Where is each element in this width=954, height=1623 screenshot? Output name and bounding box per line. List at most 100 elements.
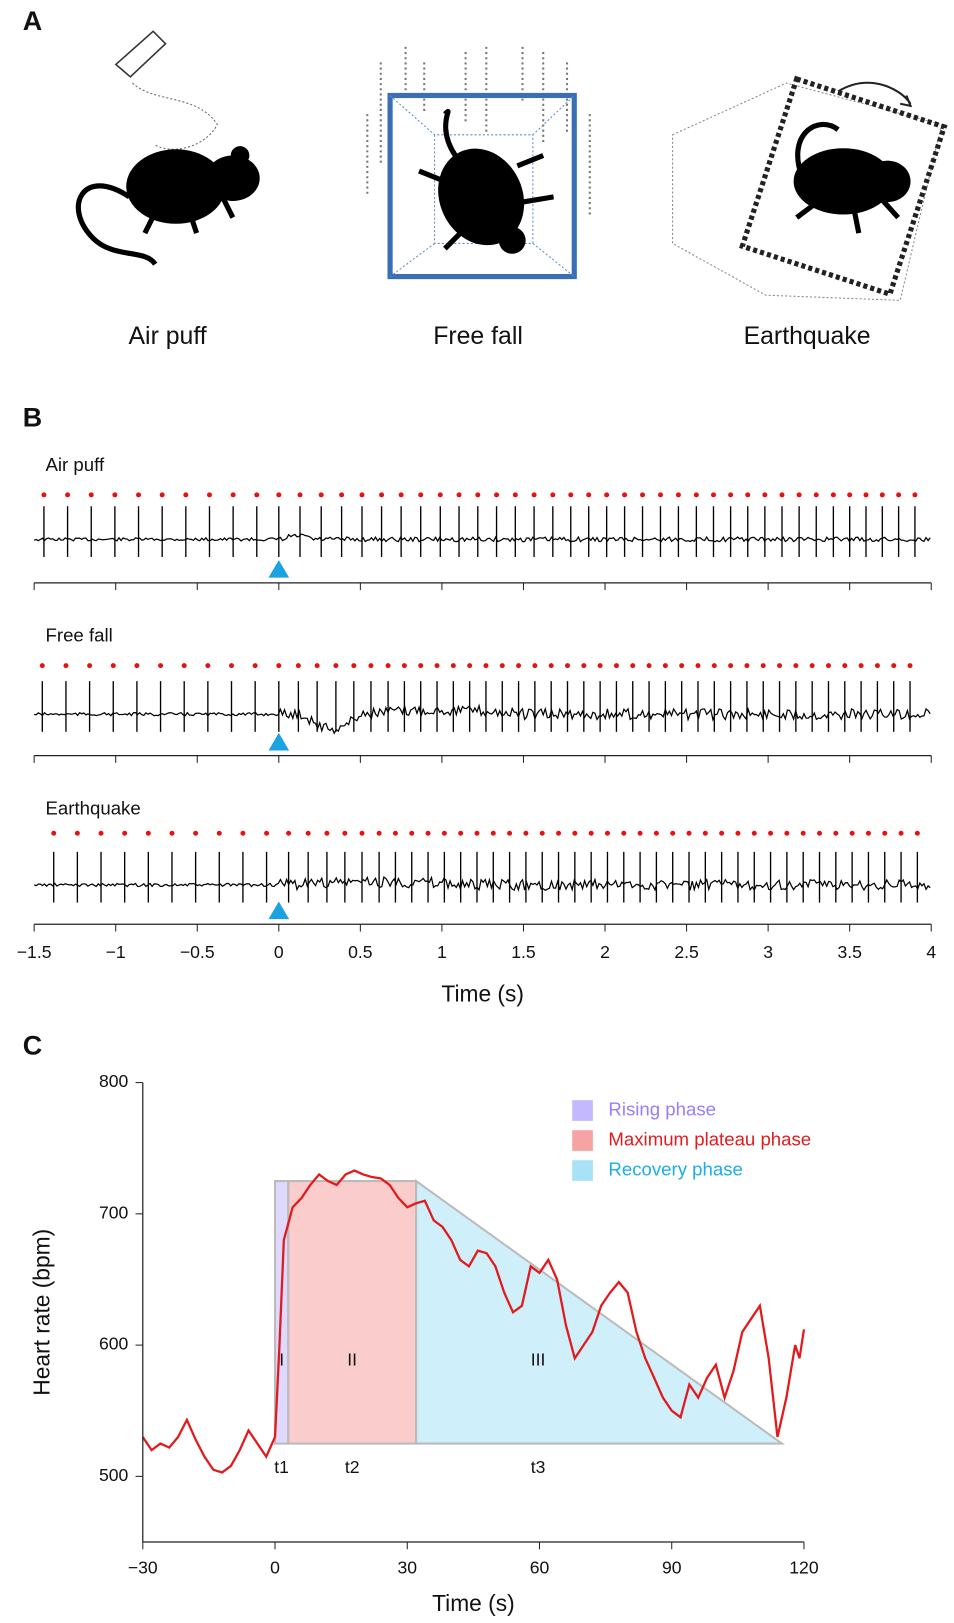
beat-dot bbox=[548, 663, 554, 669]
beat-dot bbox=[368, 663, 374, 669]
beat-dot bbox=[499, 663, 505, 669]
phase-label: I bbox=[279, 1349, 284, 1369]
illustration-label: Air puff bbox=[129, 323, 207, 350]
x-tick-label: 3.5 bbox=[837, 942, 862, 962]
beat-dot bbox=[830, 492, 836, 498]
beat-dot bbox=[907, 663, 913, 669]
y-axis-title: Heart rate (bpm) bbox=[28, 1229, 54, 1396]
beat-dot bbox=[825, 663, 831, 669]
beat-dot bbox=[409, 830, 415, 836]
x-tick-label: 4 bbox=[926, 942, 936, 962]
beat-dot bbox=[565, 663, 570, 669]
legend-label: Maximum plateau phase bbox=[608, 1128, 811, 1149]
y-tick-label: 800 bbox=[99, 1071, 129, 1091]
beat-dot bbox=[735, 830, 741, 836]
beat-dot bbox=[657, 492, 663, 498]
x-tick-label: −30 bbox=[128, 1558, 158, 1578]
beat-dot bbox=[640, 492, 646, 498]
beat-dot bbox=[205, 663, 211, 669]
legend-label: Rising phase bbox=[608, 1098, 716, 1119]
ecg-baseline bbox=[34, 703, 931, 735]
beat-dot bbox=[450, 663, 456, 669]
beat-dot bbox=[324, 830, 330, 836]
y-tick-label: 700 bbox=[99, 1202, 129, 1222]
trace-label: Free fall bbox=[46, 625, 113, 646]
x-tick-label: 1 bbox=[437, 942, 447, 962]
beat-dot bbox=[216, 830, 222, 836]
beat-dot bbox=[98, 830, 104, 836]
beat-dot bbox=[418, 492, 424, 498]
x-tick-label: 0.5 bbox=[348, 942, 373, 962]
phase-label: II bbox=[347, 1349, 357, 1369]
beat-dot bbox=[849, 830, 855, 836]
ecg-baseline bbox=[33, 533, 931, 543]
illustration-label: Earthquake bbox=[744, 323, 871, 350]
beat-dot bbox=[434, 663, 440, 669]
beat-dot bbox=[768, 830, 774, 836]
legend-swatch bbox=[572, 1160, 593, 1181]
beat-dot bbox=[297, 492, 303, 498]
beat-dot bbox=[456, 492, 462, 498]
x-tick-label: 3 bbox=[763, 942, 773, 962]
beat-dot bbox=[254, 492, 260, 498]
beat-dot bbox=[169, 830, 175, 836]
beat-dot bbox=[483, 663, 489, 669]
beat-dot bbox=[779, 492, 785, 498]
x-tick-label: −1.5 bbox=[17, 942, 52, 962]
beat-dot bbox=[523, 830, 529, 836]
beat-dot bbox=[588, 830, 594, 836]
x-tick-label: 0 bbox=[270, 1558, 280, 1578]
beat-dot bbox=[183, 492, 189, 498]
beat-dot bbox=[112, 492, 118, 498]
beat-dot bbox=[230, 492, 236, 498]
beat-dot bbox=[833, 830, 839, 836]
stimulus-marker bbox=[268, 560, 290, 578]
beat-dot bbox=[318, 492, 324, 498]
beat-dot bbox=[586, 492, 592, 498]
beat-dot bbox=[333, 663, 339, 669]
beat-dot bbox=[896, 492, 902, 498]
beat-dot bbox=[550, 492, 556, 498]
beat-dot bbox=[891, 663, 897, 669]
beat-dot bbox=[581, 663, 587, 669]
beat-dot bbox=[630, 663, 636, 669]
beat-dot bbox=[622, 492, 628, 498]
beat-dot bbox=[898, 830, 904, 836]
x-tick-label: 2.5 bbox=[674, 942, 699, 962]
trace-label: Earthquake bbox=[46, 797, 141, 818]
y-tick-label: 500 bbox=[99, 1465, 129, 1485]
stimulus-marker bbox=[268, 732, 290, 751]
x-tick-label: 1.5 bbox=[511, 942, 536, 962]
illustration-label: Free fall bbox=[433, 323, 523, 350]
beat-dot bbox=[401, 663, 407, 669]
beat-dot bbox=[41, 492, 47, 498]
beat-dot bbox=[314, 663, 320, 669]
beat-dot bbox=[122, 830, 128, 836]
beat-dot bbox=[376, 830, 382, 836]
phase-time-label: t2 bbox=[345, 1457, 360, 1477]
beat-dot bbox=[817, 830, 822, 836]
beat-dot bbox=[784, 830, 790, 836]
beat-dot bbox=[686, 830, 692, 836]
beat-dot bbox=[65, 492, 71, 498]
beat-dot bbox=[264, 830, 270, 836]
beat-dot bbox=[874, 663, 880, 669]
beat-dot bbox=[744, 663, 750, 669]
beat-dot bbox=[556, 830, 562, 836]
beat-dot bbox=[728, 492, 734, 498]
beat-dot bbox=[305, 830, 311, 836]
beat-dot bbox=[809, 663, 815, 669]
beat-dot bbox=[662, 663, 668, 669]
beat-dot bbox=[207, 492, 212, 498]
x-tick-label: 0 bbox=[274, 942, 284, 962]
beat-dot bbox=[914, 830, 920, 836]
beat-dot bbox=[745, 492, 751, 498]
beat-dot bbox=[679, 663, 685, 669]
beat-dot bbox=[342, 830, 348, 836]
beat-dot bbox=[793, 663, 799, 669]
beat-dot bbox=[532, 663, 538, 669]
beat-dot bbox=[359, 492, 365, 498]
beat-dot bbox=[507, 830, 513, 836]
beat-dot bbox=[728, 663, 734, 669]
